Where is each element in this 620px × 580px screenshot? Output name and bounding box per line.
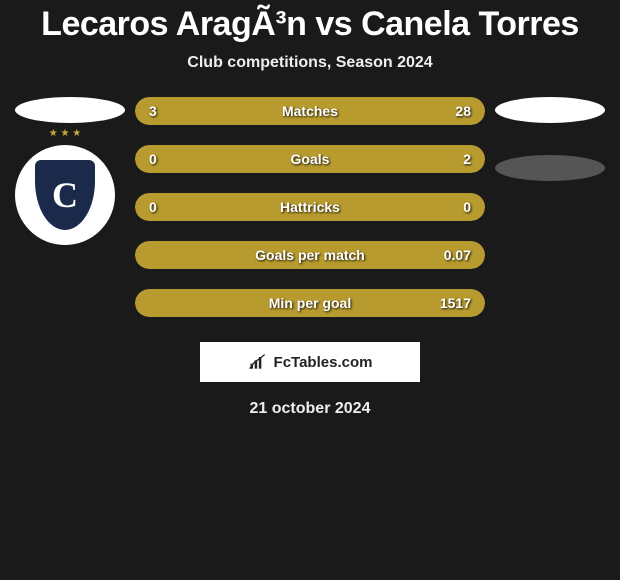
left-player-marker xyxy=(15,97,125,123)
stat-right-value: 1517 xyxy=(440,295,471,311)
stat-label: Goals xyxy=(291,151,330,167)
page-title: Lecaros AragÃ³n vs Canela Torres xyxy=(0,0,620,54)
chart-icon xyxy=(248,352,268,372)
stats-bars: 3 Matches 28 0 Goals 2 0 Hattricks 0 xyxy=(135,97,485,317)
stat-bar-matches: 3 Matches 28 xyxy=(135,97,485,125)
right-club-marker xyxy=(495,155,605,181)
shield-icon: C xyxy=(35,160,95,230)
left-column: ★ ★ ★ C xyxy=(15,97,125,245)
attribution-badge: FcTables.com xyxy=(200,342,420,382)
stat-label: Goals per match xyxy=(255,247,365,263)
right-column xyxy=(495,97,605,181)
stat-right-value: 28 xyxy=(455,103,471,119)
left-club-badge: ★ ★ ★ C xyxy=(15,145,115,245)
stat-right-value: 0 xyxy=(463,199,471,215)
stat-left-value: 0 xyxy=(149,199,157,215)
date-label: 21 october 2024 xyxy=(0,400,620,418)
badge-stars-icon: ★ ★ ★ xyxy=(49,128,81,139)
stat-label: Hattricks xyxy=(280,199,340,215)
stat-label: Matches xyxy=(282,103,338,119)
stat-bar-min-per-goal: Min per goal 1517 xyxy=(135,289,485,317)
stat-right-value: 2 xyxy=(463,151,471,167)
subtitle: Club competitions, Season 2024 xyxy=(0,54,620,72)
stat-left-value: 0 xyxy=(149,151,157,167)
stat-label: Min per goal xyxy=(269,295,351,311)
stat-bar-goals-per-match: Goals per match 0.07 xyxy=(135,241,485,269)
attribution-text: FcTables.com xyxy=(274,354,373,371)
stat-bar-goals: 0 Goals 2 xyxy=(135,145,485,173)
club-initial: C xyxy=(52,174,78,216)
stat-left-value: 3 xyxy=(149,103,157,119)
comparison-area: ★ ★ ★ C 3 Matches 28 0 Goals xyxy=(0,97,620,317)
stat-bar-hattricks: 0 Hattricks 0 xyxy=(135,193,485,221)
right-player-marker xyxy=(495,97,605,123)
stat-right-value: 0.07 xyxy=(444,247,471,263)
